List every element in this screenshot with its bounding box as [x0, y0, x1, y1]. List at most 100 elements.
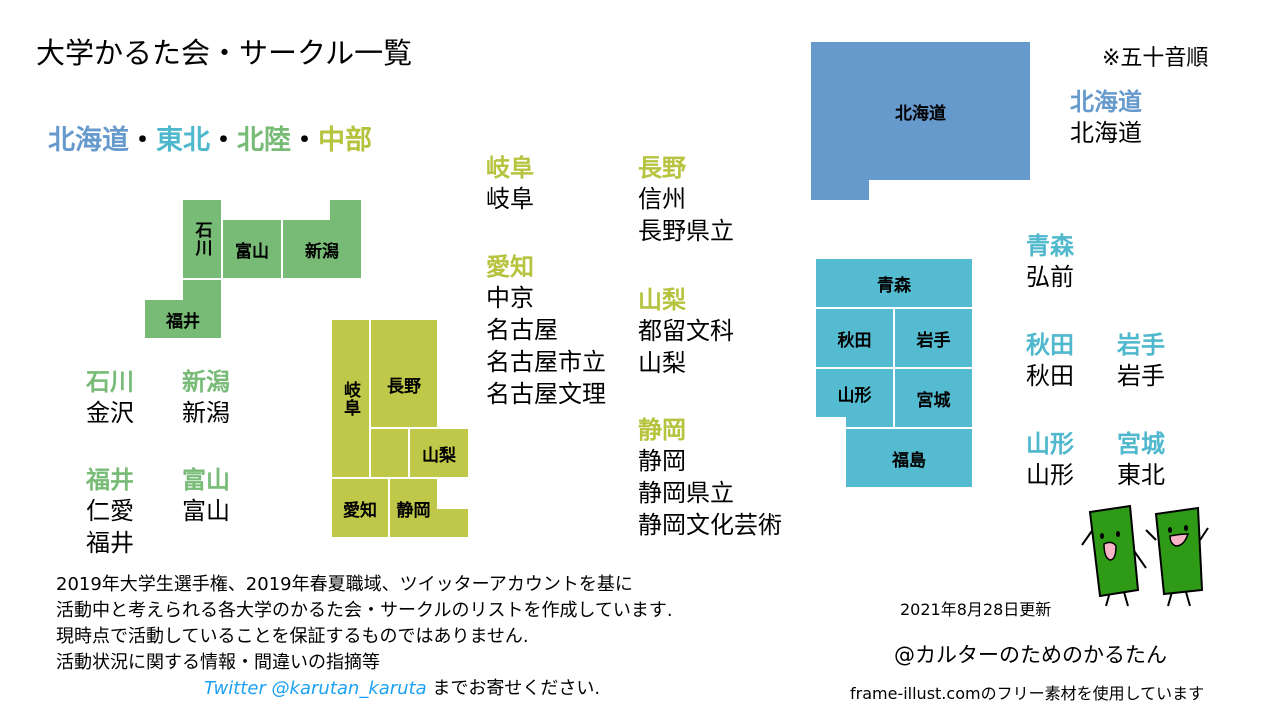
pref-hokkaido: 北海道 北海道 [1070, 82, 1142, 149]
pref-title: 福井 [86, 466, 134, 494]
region-sep: ・ [291, 125, 318, 156]
region-tohoku: 東北 [156, 125, 210, 156]
circle-item: 岩手 [1117, 362, 1165, 390]
circle-item: 名古屋文理 [486, 380, 606, 408]
circle-item: 新潟 [182, 399, 230, 427]
map-ishikawa: 石川 [183, 200, 221, 278]
circle-item: 信州 [638, 185, 686, 213]
pref-miyagi: 宮城 東北 [1117, 424, 1165, 491]
map-iwate: 岩手 [895, 309, 972, 367]
pref-iwate: 岩手 岩手 [1117, 325, 1165, 392]
pref-aomori: 青森 弘前 [1026, 226, 1074, 293]
note-line: 2019年大学生選手権、2019年春夏職域、ツイッターアカウントを基に [56, 574, 633, 595]
map-label: 石川 [191, 221, 212, 257]
pref-ishikawa: 石川 金沢 [86, 362, 134, 429]
pref-title: 長野 [638, 154, 686, 182]
pref-title: 石川 [86, 368, 134, 396]
circle-item: 山梨 [638, 349, 686, 377]
map-niigata: 新潟 [283, 220, 361, 278]
map-yamanashi: 山梨 [410, 429, 468, 477]
map-yamagata: 山形 [816, 369, 893, 417]
pref-title: 富山 [182, 466, 230, 494]
pref-toyama: 富山 富山 [182, 460, 230, 527]
pref-yamanashi: 山梨 都留文科 山梨 [638, 280, 734, 379]
note-line: 現時点で活動していることを保証するものではありません. [56, 626, 529, 647]
map-gifu: 岐阜 [332, 320, 369, 477]
region-hokuriku: 北陸 [237, 125, 291, 156]
contact-suffix: までお寄せください. [432, 678, 601, 699]
map-label: 岐阜 [340, 380, 360, 417]
twitter-link[interactable]: Twitter @karutan_karuta [204, 678, 427, 699]
map-miyagi: 宮城 [895, 369, 972, 427]
pref-title: 北海道 [1070, 88, 1142, 116]
map-hokkaido-extension [811, 180, 869, 200]
map-hokkaido: 北海道 [811, 42, 1030, 180]
circle-item: 名古屋市立 [486, 348, 606, 376]
pref-shizuoka: 静岡 静岡 静岡県立 静岡文化芸術 [638, 410, 782, 541]
karuta-characters-illustration [1081, 504, 1209, 607]
pref-aichi: 愛知 中京 名古屋 名古屋市立 名古屋文理 [486, 247, 606, 410]
circle-item: 富山 [182, 497, 230, 525]
region-heading: 北海道・東北・北陸・中部 [48, 118, 372, 157]
circle-item: 仁愛 [86, 497, 134, 525]
circle-item: 中京 [486, 284, 534, 312]
circle-item: 福井 [86, 529, 134, 557]
circle-item: 弘前 [1026, 263, 1074, 291]
pref-title: 宮城 [1117, 430, 1165, 458]
circle-item: 都留文科 [638, 317, 734, 345]
circle-item: 東北 [1117, 461, 1165, 489]
region-hokkaido: 北海道 [48, 125, 129, 156]
contact-line: Twitter @karutan_karuta までお寄せください. [56, 676, 673, 702]
circle-item: 秋田 [1026, 362, 1074, 390]
map-fukui: 福井 [145, 300, 221, 338]
pref-title: 山梨 [638, 286, 686, 314]
map-nagano: 長野 [371, 320, 437, 427]
pref-title: 岩手 [1117, 331, 1165, 359]
pref-title: 岐阜 [486, 154, 534, 182]
pref-title: 静岡 [638, 416, 686, 444]
circle-item: 静岡県立 [638, 479, 734, 507]
pref-title: 秋田 [1026, 331, 1074, 359]
note-line: 活動中と考えられる各大学のかるた会・サークルのリストを作成しています. [56, 600, 673, 621]
pref-akita: 秋田 秋田 [1026, 325, 1074, 392]
region-sep: ・ [129, 125, 156, 156]
circle-item: 名古屋 [486, 316, 558, 344]
map-akita: 秋田 [816, 309, 893, 367]
pref-title: 新潟 [182, 368, 230, 396]
note-line: 活動状況に関する情報・間違いの指摘等 [56, 652, 380, 673]
map-nagano-lower [371, 429, 408, 477]
circle-item: 北海道 [1070, 119, 1142, 147]
map-aomori: 青森 [816, 259, 972, 307]
map-fukushima: 福島 [846, 429, 972, 487]
map-fukui-extension [183, 280, 221, 300]
circle-item: 長野県立 [638, 217, 734, 245]
map-yamagata-extension [846, 417, 893, 427]
map-niigata-extension [330, 200, 361, 222]
credit-text: frame-illust.comのフリー素材を使用しています [850, 684, 1205, 703]
pref-title: 青森 [1026, 232, 1074, 260]
pref-yamagata: 山形 山形 [1026, 424, 1074, 491]
region-sep: ・ [210, 125, 237, 156]
circle-item: 山形 [1026, 461, 1074, 489]
map-aichi: 愛知 [332, 479, 388, 537]
circle-item: 静岡 [638, 447, 686, 475]
pref-title: 愛知 [486, 253, 534, 281]
author-handle: @カルターのためのかるたん [894, 643, 1167, 667]
circle-item: 金沢 [86, 399, 134, 427]
map-toyama: 富山 [223, 220, 281, 278]
pref-title: 山形 [1026, 430, 1074, 458]
pref-niigata: 新潟 新潟 [182, 362, 230, 429]
notes-block: 2019年大学生選手権、2019年春夏職域、ツイッターアカウントを基に 活動中と… [56, 572, 673, 702]
pref-nagano: 長野 信州 長野県立 [638, 148, 734, 247]
pref-fukui: 福井 仁愛 福井 [86, 460, 134, 559]
updated-date: 2021年8月28日更新 [900, 600, 1052, 619]
region-chubu: 中部 [318, 125, 372, 156]
map-shizuoka: 静岡 [390, 479, 437, 537]
pref-gifu: 岐阜 岐阜 [486, 148, 534, 215]
circle-item: 岐阜 [486, 185, 534, 213]
circle-item: 静岡文化芸術 [638, 511, 782, 539]
map-shizuoka-extension [437, 509, 468, 537]
page-title: 大学かるた会・サークル一覧 [36, 36, 413, 70]
sort-note: ※五十音順 [1102, 46, 1209, 71]
